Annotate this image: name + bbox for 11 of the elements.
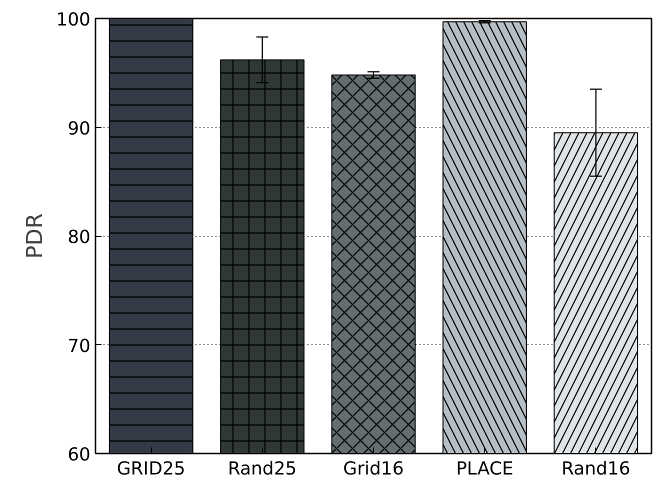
x-tick-label: PLACE	[456, 458, 514, 480]
y-tick-label: 60	[68, 444, 90, 466]
y-tick-label: 100	[56, 10, 91, 30]
y-tick-label: 80	[68, 227, 90, 248]
y-tick-label: 70	[68, 336, 90, 357]
x-tick-label: GRID25	[116, 458, 186, 480]
y-tick-label: 90	[68, 118, 90, 140]
y-axis-title: PDR	[23, 213, 48, 259]
x-tick-label: Rand16	[561, 458, 630, 480]
x-tick-label: Rand25	[228, 458, 297, 480]
x-tick-label: Grid16	[343, 458, 404, 480]
